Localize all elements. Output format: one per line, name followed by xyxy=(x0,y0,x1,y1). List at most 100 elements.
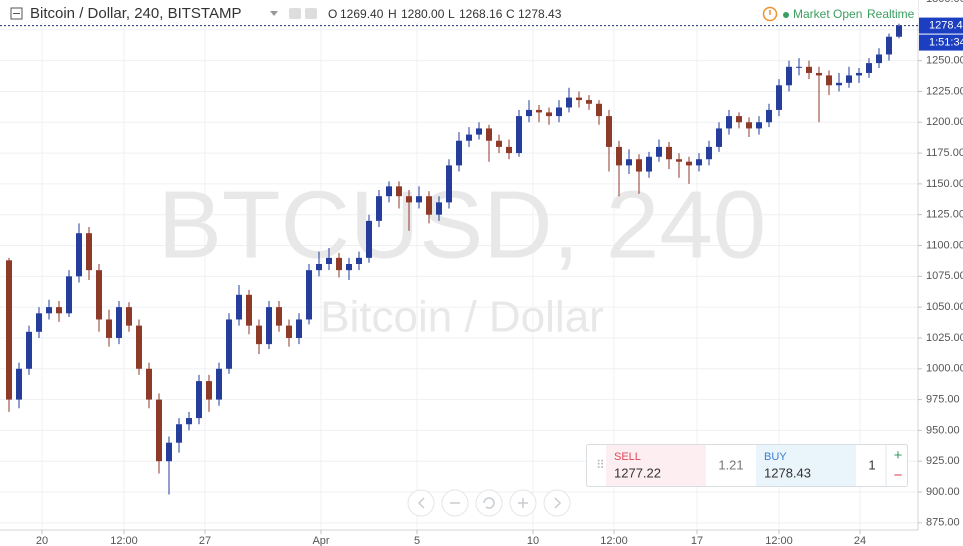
candle-body xyxy=(136,325,142,369)
quantity[interactable]: 1 xyxy=(868,457,875,472)
candle-body xyxy=(316,264,322,271)
candle-body xyxy=(296,319,302,338)
candle-body xyxy=(6,260,12,400)
candle-body xyxy=(326,257,332,264)
candle-body xyxy=(266,307,272,345)
candle-body xyxy=(16,368,22,400)
candle-body xyxy=(696,159,702,166)
nav-buttons xyxy=(407,489,571,517)
candle-body xyxy=(426,196,432,215)
x-tick-label: 5 xyxy=(414,535,420,546)
spread: 1.21 xyxy=(718,457,743,472)
candle-body xyxy=(346,264,352,271)
candle-body xyxy=(176,424,182,443)
candle-body xyxy=(546,112,552,117)
candle-body xyxy=(446,165,452,203)
y-tick-label: 1250.00 xyxy=(926,55,963,67)
ohlc-value: 1268.16 xyxy=(459,7,503,21)
candle-body xyxy=(646,156,652,172)
y-tick-label: 1075.00 xyxy=(926,270,963,282)
candle-body xyxy=(676,159,682,162)
candle-body xyxy=(876,54,882,64)
candle-body xyxy=(406,196,412,203)
y-tick-label: 1000.00 xyxy=(926,363,963,375)
reset[interactable] xyxy=(475,489,503,517)
scroll-right[interactable] xyxy=(543,489,571,517)
candle-body xyxy=(306,270,312,320)
minus-button[interactable]: − xyxy=(894,467,903,484)
y-tick-label: 900.00 xyxy=(926,486,960,498)
x-tick-label: 12:00 xyxy=(600,535,628,546)
last-price-label: 1278.43 xyxy=(929,19,963,31)
candle-body xyxy=(516,116,522,154)
candle-body xyxy=(146,368,152,400)
candle-body xyxy=(526,109,532,117)
candle-body xyxy=(36,313,42,332)
watermark-symbol: BTCUSD, 240 xyxy=(158,171,766,278)
sell-price: 1277.22 xyxy=(614,465,661,480)
buy-button[interactable] xyxy=(756,445,856,486)
close-icon[interactable] xyxy=(305,8,317,19)
candle-body xyxy=(596,103,602,117)
candle-body xyxy=(376,196,382,221)
candle-body xyxy=(276,307,282,326)
watermark: BTCUSD, 240 Bitcoin / Dollar xyxy=(158,171,766,341)
candle-body xyxy=(866,63,872,73)
candle-body xyxy=(776,85,782,110)
candle-body xyxy=(766,109,772,123)
header: Bitcoin / Dollar, 240, BITSTAMP O 1269.4… xyxy=(0,0,918,23)
candle-body xyxy=(556,107,562,117)
candle-body xyxy=(586,100,592,104)
trade-panel: ⠿ SELL 1277.22 1.21 BUY 1278.43 1 + − xyxy=(586,444,908,487)
candle-body xyxy=(726,116,732,129)
symbol-title[interactable]: Bitcoin / Dollar, 240, BITSTAMP xyxy=(30,5,241,22)
ohlc-value: 1280.00 xyxy=(401,7,445,21)
plus-button[interactable]: + xyxy=(894,447,903,464)
x-tick-label: 17 xyxy=(691,535,703,546)
candle-body xyxy=(836,82,842,86)
scroll-left[interactable] xyxy=(407,489,435,517)
y-tick-label: 1225.00 xyxy=(926,85,963,97)
candle-body xyxy=(656,146,662,157)
candle-body xyxy=(126,307,132,326)
sell-label: SELL xyxy=(614,451,641,463)
candle-body xyxy=(76,233,82,277)
candle-body xyxy=(206,381,212,400)
candle-body xyxy=(246,294,252,326)
y-tick-label: 1050.00 xyxy=(926,301,963,313)
candle-body xyxy=(366,220,372,258)
ohlc-label: H xyxy=(388,7,397,21)
collapse-icon[interactable] xyxy=(10,7,23,20)
candle-body xyxy=(156,399,162,462)
sell-button[interactable] xyxy=(606,445,706,486)
last-price-tag xyxy=(919,17,963,34)
ohlc-value: 1269.40 xyxy=(340,7,384,21)
candle-body xyxy=(826,75,832,86)
y-tick-label: 1025.00 xyxy=(926,332,963,344)
candle-body xyxy=(506,146,512,154)
candle-body xyxy=(686,161,692,166)
candle-body xyxy=(616,146,622,166)
data-mode: Realtime xyxy=(867,7,915,21)
candle-body xyxy=(476,128,482,135)
dropdown-arrow[interactable] xyxy=(270,11,278,16)
y-tick-label: 1300.00 xyxy=(926,0,963,5)
watermark-name: Bitcoin / Dollar xyxy=(320,293,604,342)
drag-handle[interactable]: ⠿ xyxy=(596,458,605,472)
nav-icons xyxy=(417,497,562,509)
y-tick-label: 925.00 xyxy=(926,455,960,467)
candle-body xyxy=(96,270,102,320)
candle-body xyxy=(396,186,402,197)
candle-body xyxy=(846,75,852,83)
settings-icon[interactable] xyxy=(289,8,301,19)
candle-body xyxy=(756,122,762,129)
ohlc-label: L xyxy=(448,7,455,21)
y-tick-label: 975.00 xyxy=(926,393,960,405)
candle-body xyxy=(666,146,672,160)
candle-body xyxy=(486,128,492,141)
x-tick-label: 27 xyxy=(199,535,211,546)
warning-icon[interactable] xyxy=(762,6,778,22)
x-tick-label: Apr xyxy=(312,535,329,546)
